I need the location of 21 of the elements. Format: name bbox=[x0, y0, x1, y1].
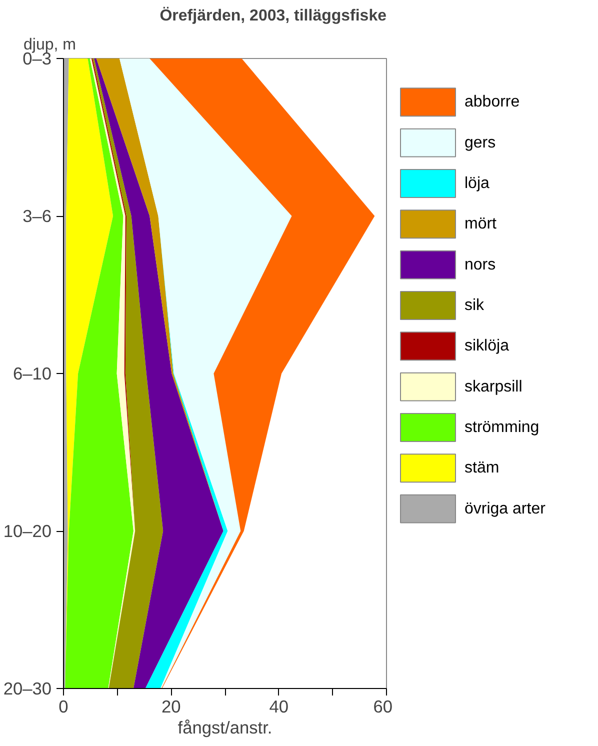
legend-label: strömming bbox=[464, 418, 540, 436]
legend-label: siklöja bbox=[464, 338, 510, 355]
legend-label: sik bbox=[464, 296, 486, 314]
y-tick-label: 6–10 bbox=[12, 364, 52, 384]
legend-label: skarpsill bbox=[464, 378, 522, 396]
legend-label: stäm bbox=[464, 460, 500, 477]
x-tick-label: 0 bbox=[58, 696, 68, 716]
legend-label: löja bbox=[464, 174, 490, 192]
x-tick-label: 40 bbox=[269, 696, 288, 716]
legend-label: gers bbox=[464, 134, 496, 152]
legend-label: övriga arter bbox=[464, 500, 546, 518]
y-tick-label: 3–6 bbox=[22, 206, 52, 226]
legend-label: mört bbox=[464, 216, 498, 233]
x-axis-title: fångst/anstr. bbox=[178, 718, 272, 738]
x-tick-label: 60 bbox=[373, 696, 393, 716]
chart-title: Örefjärden, 2003, tilläggsfiske bbox=[160, 6, 387, 24]
legend-label: nors bbox=[464, 256, 496, 274]
y-tick-label: 10–20 bbox=[3, 521, 52, 541]
x-tick-label: 20 bbox=[162, 696, 181, 716]
y-tick-label: 20–30 bbox=[3, 678, 52, 698]
legend-label: abborre bbox=[464, 94, 520, 111]
